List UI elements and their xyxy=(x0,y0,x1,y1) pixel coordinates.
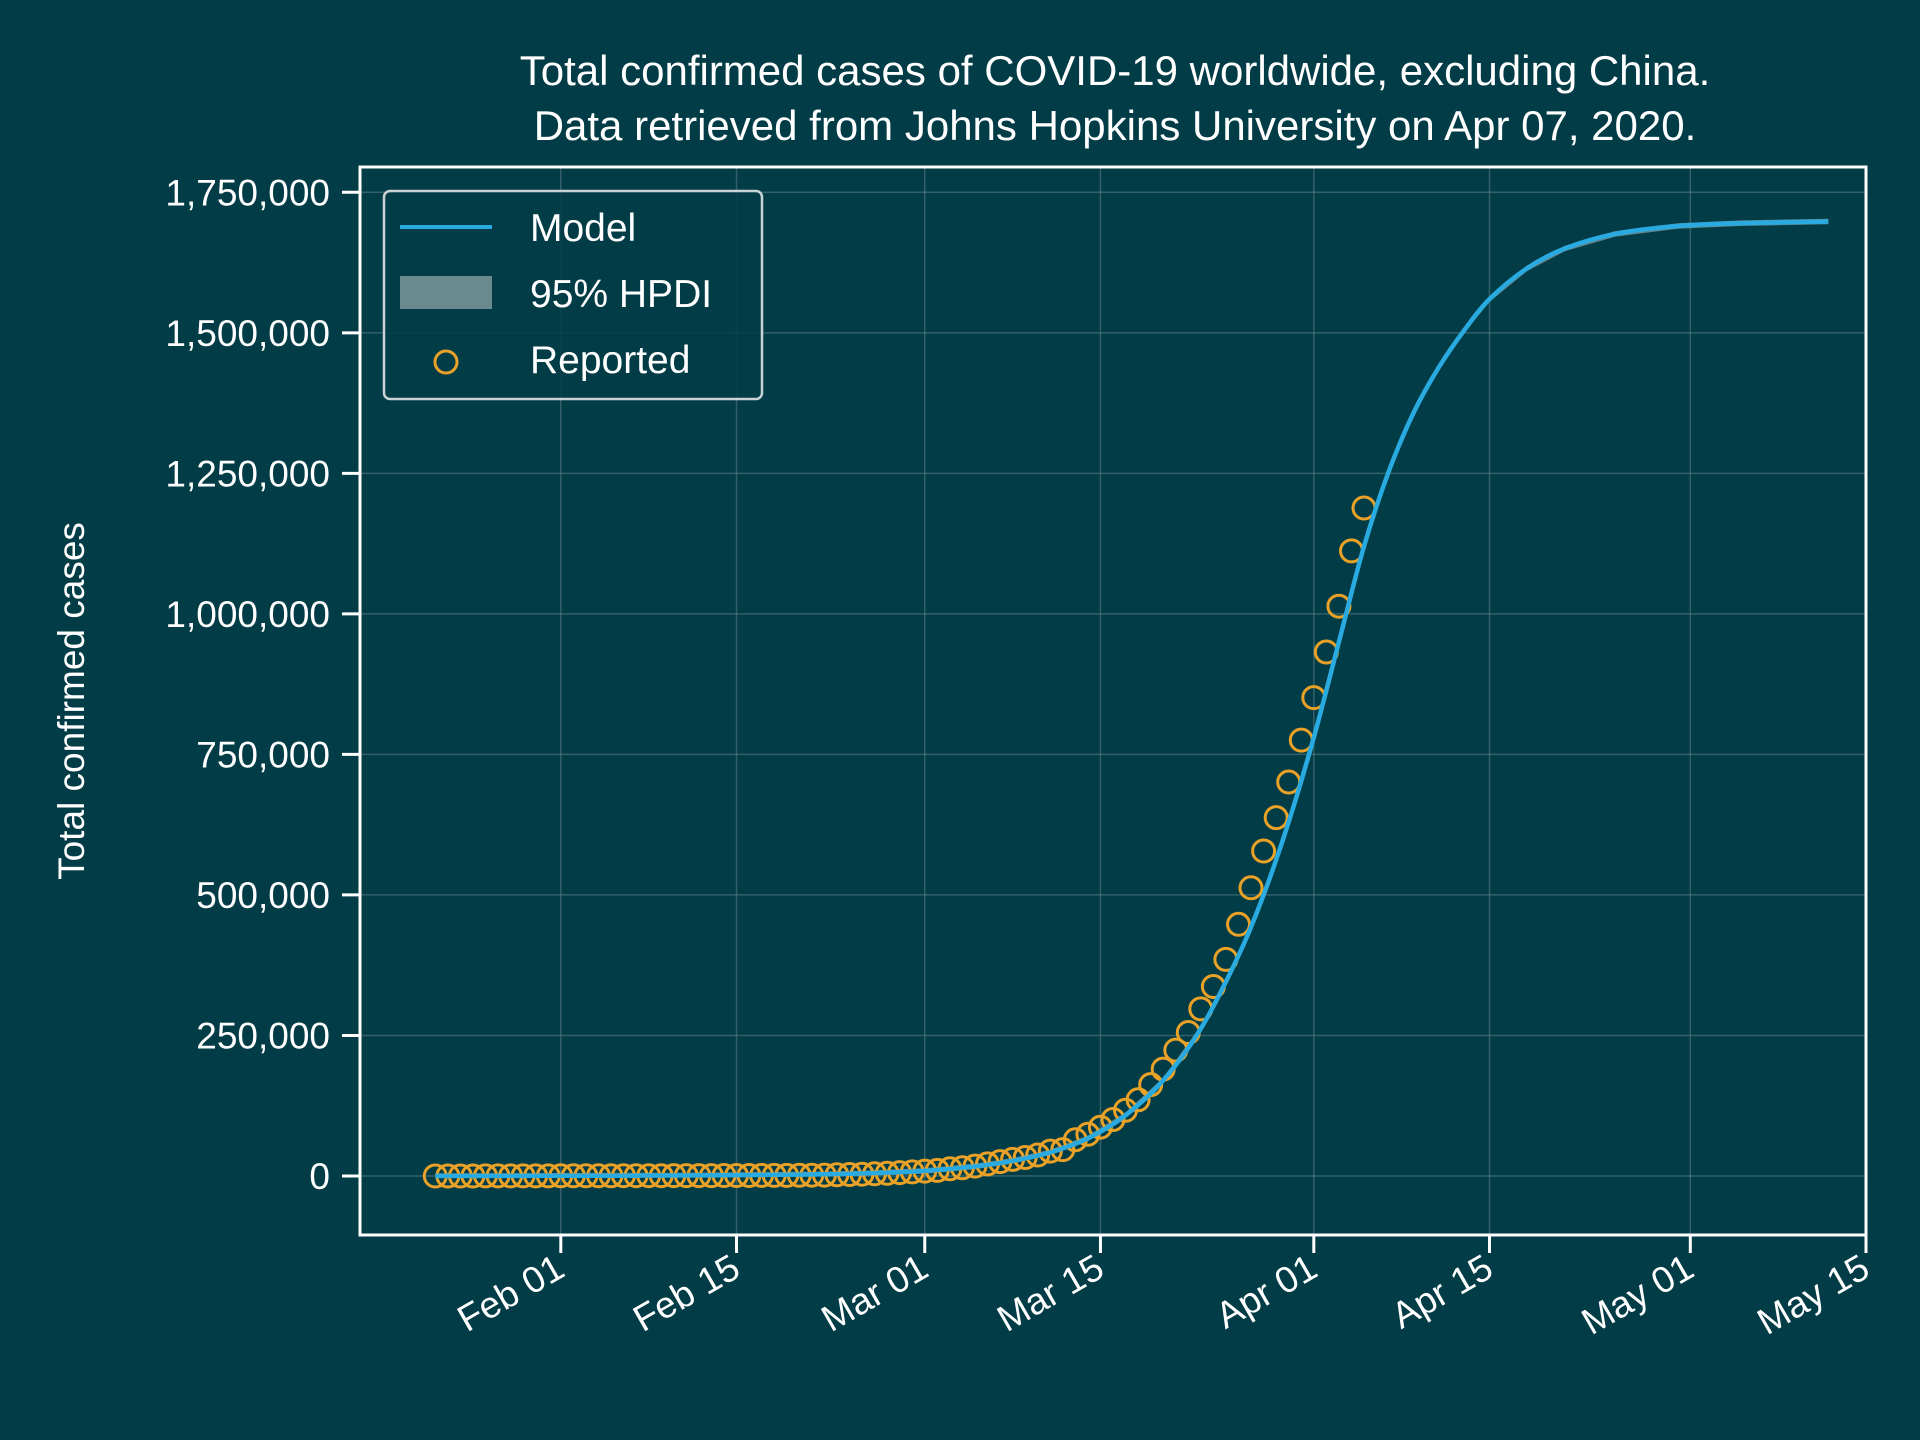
chart-title-line-2: Data retrieved from Johns Hopkins Univer… xyxy=(534,102,1697,149)
legend-hpdi-label: 95% HPDI xyxy=(530,273,712,316)
legend-reported-label: Reported xyxy=(530,339,690,382)
y-axis-label: Total confirmed cases xyxy=(51,522,92,880)
legend-reported-swatch xyxy=(433,349,459,375)
y-tick-label: 1,500,000 xyxy=(165,313,330,354)
legend-hpdi-swatch xyxy=(400,276,492,309)
y-tick-label: 500,000 xyxy=(196,875,330,916)
reported-point xyxy=(1238,875,1264,901)
y-tick-label: 1,750,000 xyxy=(165,172,330,213)
y-tick-label: 250,000 xyxy=(196,1015,330,1056)
y-tick-label: 1,000,000 xyxy=(165,594,330,635)
reported-point xyxy=(1263,805,1289,831)
y-axis: 0 250,000 500,000 750,000 1,000,000 1,250,000… xyxy=(165,172,360,1197)
reported-point xyxy=(1125,1087,1151,1113)
y-tick-label: 0 xyxy=(309,1156,330,1197)
reported-point xyxy=(1100,1107,1126,1132)
grid-lines xyxy=(360,167,1867,1235)
chart-title-line-1: Total confirmed cases of COVID-19 worldw… xyxy=(520,47,1711,94)
model-curve xyxy=(435,219,1829,1179)
reported-point xyxy=(1251,838,1277,864)
legend: Model 95% HPDI Reported xyxy=(382,189,764,401)
legend-box xyxy=(382,189,764,401)
reported-point xyxy=(1226,911,1251,937)
y-tick-label: 750,000 xyxy=(196,734,330,775)
legend-model-label: Model xyxy=(530,207,636,250)
model-line xyxy=(435,219,1829,1179)
y-tick-label: 1,250,000 xyxy=(165,453,330,494)
plot-frame xyxy=(358,165,1868,1237)
